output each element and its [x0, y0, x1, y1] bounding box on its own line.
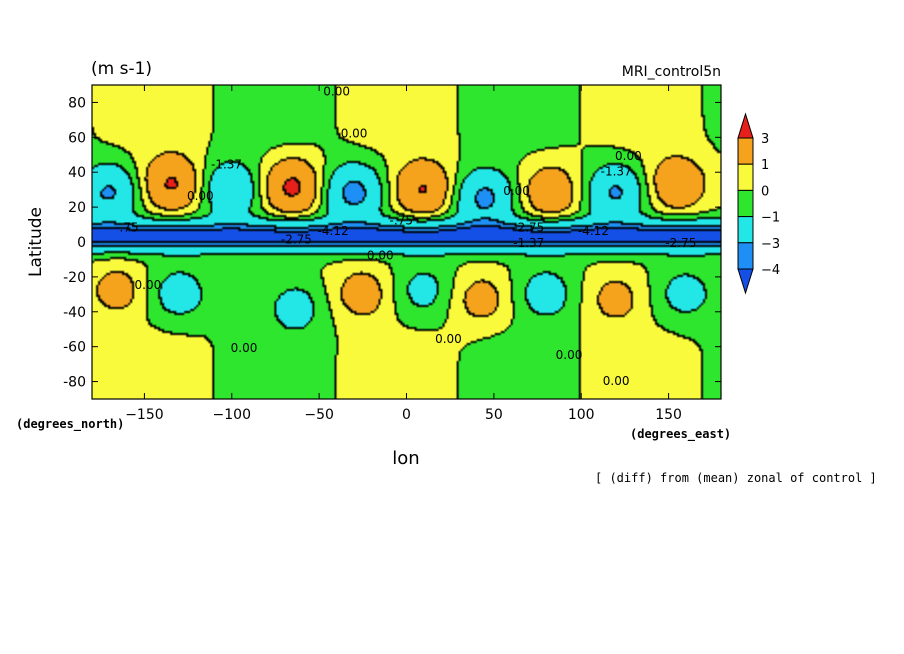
contour-label: 0.00 — [615, 149, 642, 163]
y-tick-label: 20 — [68, 200, 86, 216]
colorbar-swatch — [737, 189, 754, 218]
colorbar-extend-low — [737, 268, 754, 295]
units-label: (m s-1) — [91, 59, 152, 79]
colorbar-swatch — [737, 242, 754, 270]
contour-label: -1.37 — [211, 158, 242, 172]
colorbar-label: 3 — [761, 132, 769, 147]
y-tick-label: -40 — [63, 305, 86, 321]
x-axis: −150 −100 −50 0 50 100 150 — [125, 85, 682, 423]
colorbar-label: −3 — [761, 237, 780, 252]
run-title: MRI_control5n — [622, 64, 721, 80]
colorbar-swatch — [737, 216, 754, 244]
colorbar-swatch — [737, 137, 754, 165]
contour-label: -.75 — [390, 214, 413, 228]
contour-label: -4.12 — [318, 224, 349, 238]
y-tick-label: 0 — [77, 235, 86, 251]
colorbar-label: −4 — [761, 263, 780, 278]
colorbar-extend-high — [737, 112, 754, 139]
contour-label: 0.00 — [187, 189, 214, 203]
x-tick-label: −100 — [213, 407, 251, 423]
x-axis-label: lon — [392, 448, 419, 469]
y-units-label: (degrees_north) — [16, 417, 124, 432]
y-axis: 80 60 40 20 0 -20 -40 -60 -80 — [63, 95, 721, 391]
contour-label: -2.75 — [665, 236, 696, 250]
y-tick-label: 60 — [68, 130, 86, 146]
contour-label: -1.37 — [513, 236, 544, 250]
contour-label: -2.75 — [513, 221, 544, 235]
footnote: [ (diff) from (mean) zonal of control ] — [595, 471, 877, 485]
x-units-label: (degrees_east) — [630, 427, 731, 442]
contour-label: 0.00 — [367, 248, 394, 262]
colorbar-swatch — [737, 163, 754, 191]
contour-label: 0.00 — [323, 84, 350, 98]
contour-label: 0.00 — [341, 126, 368, 140]
contour-label: 0.00 — [231, 341, 258, 355]
x-tick-label: −50 — [304, 407, 334, 423]
x-tick-label: 0 — [402, 407, 411, 423]
contour-label: -4.12 — [578, 224, 609, 238]
y-tick-label: -80 — [63, 375, 86, 391]
y-tick-label: 80 — [68, 95, 86, 111]
contour-label: 0.00 — [556, 348, 583, 362]
y-axis-label: Latitude — [26, 207, 46, 277]
contour-labels: 0.000.000.00-1.37 -1.370.00 0.00-.75 -4.12-… — [115, 84, 696, 388]
x-tick-label: 150 — [655, 407, 682, 423]
y-tick-label: 40 — [68, 165, 86, 181]
colorbar-label: −1 — [761, 211, 780, 226]
colorbar-label: 0 — [761, 184, 769, 199]
x-tick-label: −150 — [125, 407, 163, 423]
x-tick-label: 100 — [568, 407, 595, 423]
colorbar-label: 1 — [761, 158, 769, 173]
x-tick-label: 50 — [485, 407, 503, 423]
contour-label: -.75 — [115, 221, 138, 235]
contour-label: -1.37 — [601, 165, 632, 179]
filled-contour-field — [92, 85, 721, 399]
colorbar: 3 1 0 −1 −3 −4 — [737, 112, 780, 295]
contour-label: 0.00 — [435, 332, 462, 346]
y-tick-label: -60 — [63, 340, 86, 356]
contour-label: -2.75 — [281, 233, 312, 247]
contour-label: 0.00 — [135, 278, 162, 292]
contour-label: 0.00 — [503, 184, 530, 198]
y-tick-label: -20 — [63, 270, 86, 286]
contour-label: 0.00 — [603, 374, 630, 388]
